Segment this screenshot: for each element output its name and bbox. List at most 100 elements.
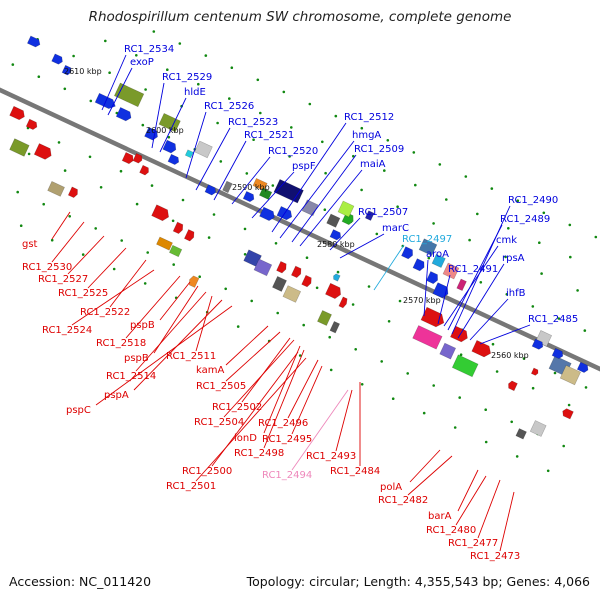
track-dot xyxy=(135,202,139,206)
track-dot xyxy=(458,396,462,399)
track-dot xyxy=(464,175,468,178)
gene-leader-line xyxy=(195,357,307,482)
track-dot xyxy=(432,222,435,225)
gene-block xyxy=(317,310,332,326)
gene-arrow-shape xyxy=(162,139,177,154)
gene-label-bottom: pspB xyxy=(124,353,149,364)
gene-block xyxy=(301,199,319,217)
gene-label-bottom: lonD xyxy=(234,433,257,444)
track-dot xyxy=(414,183,417,187)
gene-label-top: RC1_2512 xyxy=(344,112,394,123)
gene-label-top: hmgA xyxy=(352,130,381,141)
gene-arrow xyxy=(531,338,544,350)
gene-block xyxy=(273,178,304,204)
gene-arrow xyxy=(67,186,78,198)
gene-arrow xyxy=(401,246,413,260)
gene-arrow-shape xyxy=(420,306,445,328)
gene-block-shape xyxy=(317,310,332,326)
track-dot xyxy=(298,354,302,357)
track-dot xyxy=(181,198,185,202)
track-dot xyxy=(197,82,200,86)
gene-arrow xyxy=(290,265,302,279)
gene-arrow-shape xyxy=(25,118,38,130)
gene-block xyxy=(168,244,183,258)
track-dot xyxy=(516,199,520,202)
gene-arrow xyxy=(121,152,134,165)
gene-block-shape xyxy=(47,181,65,197)
gene-leader-line xyxy=(451,205,511,335)
track-dot xyxy=(63,87,67,91)
track-dot xyxy=(510,420,513,424)
track-dot xyxy=(562,444,565,448)
gene-block-shape xyxy=(9,138,30,157)
gene-arrow xyxy=(242,190,255,203)
gene-leader-line xyxy=(95,305,233,406)
track-dot xyxy=(479,281,483,284)
gene-arrow-shape xyxy=(329,229,342,241)
track-dot xyxy=(315,286,319,290)
gene-leader-line xyxy=(329,217,361,251)
gene-block xyxy=(184,149,194,159)
track-dot xyxy=(476,212,479,216)
gene-arrow-shape xyxy=(531,338,544,350)
track-dot xyxy=(329,368,333,372)
gene-label-bottom: barA xyxy=(428,511,452,522)
track-dot xyxy=(94,227,97,230)
track-dot xyxy=(504,255,507,259)
gene-block xyxy=(258,187,273,200)
track-dot xyxy=(336,270,340,274)
gene-block xyxy=(252,177,268,192)
gene-arrow xyxy=(420,306,445,328)
track-dot xyxy=(16,190,20,194)
gene-arrow xyxy=(132,152,143,164)
gene-block xyxy=(439,342,457,360)
gene-arrow-shape xyxy=(325,282,341,299)
gene-arrow xyxy=(329,229,342,241)
track-dot xyxy=(321,140,324,144)
track-dot xyxy=(495,370,499,373)
gene-arrow-shape xyxy=(290,265,302,279)
gene-label-bottom: pspC xyxy=(66,405,91,416)
gene-label-bottom: RC1_2505 xyxy=(196,381,246,392)
track-dot xyxy=(569,255,572,259)
track-dot xyxy=(398,299,402,303)
gene-label-top: RC1_2529 xyxy=(162,72,212,83)
track-dot xyxy=(507,227,510,230)
gene-arrow-shape xyxy=(341,212,354,226)
gene-leader-line xyxy=(469,298,509,341)
gene-leader-line xyxy=(241,337,291,403)
gene-label-bottom: RC1_2522 xyxy=(80,307,130,318)
gene-label-bottom: RC1_2504 xyxy=(194,417,244,428)
gene-label-top: RC1_2526 xyxy=(204,101,254,112)
track-dot xyxy=(438,163,442,166)
kbp-tick-label: 2580 kbp xyxy=(317,240,355,249)
gene-label-top: RC1_2507 xyxy=(358,207,408,218)
gene-leader-line xyxy=(263,345,301,434)
track-dot xyxy=(68,215,71,218)
track-dot xyxy=(290,126,293,129)
gene-leader-line xyxy=(225,325,269,366)
track-dot xyxy=(505,293,509,296)
gene-label-top: RC1_2485 xyxy=(528,314,578,325)
gene-leader-line xyxy=(455,475,487,526)
track-dot xyxy=(427,256,431,260)
gene-block xyxy=(559,364,582,386)
gene-arrow-shape xyxy=(9,105,25,121)
track-dot xyxy=(387,320,391,323)
track-dot xyxy=(302,323,306,327)
gene-arrow xyxy=(183,229,195,242)
track-dot xyxy=(141,123,145,127)
gene-arrow xyxy=(139,164,149,176)
gene-leader-line xyxy=(291,389,349,471)
gene-arrow-shape xyxy=(426,271,438,285)
gene-leader-line xyxy=(107,67,133,116)
gene-block-shape xyxy=(158,112,181,133)
gene-block-shape xyxy=(222,180,233,194)
gene-block-shape xyxy=(451,354,479,378)
track-dot xyxy=(89,99,93,103)
track-dot xyxy=(383,169,386,172)
gene-label-top: maiA xyxy=(360,159,386,170)
gene-arrow xyxy=(562,408,574,420)
track-dot xyxy=(412,151,416,154)
gene-arrow-shape xyxy=(139,164,149,176)
